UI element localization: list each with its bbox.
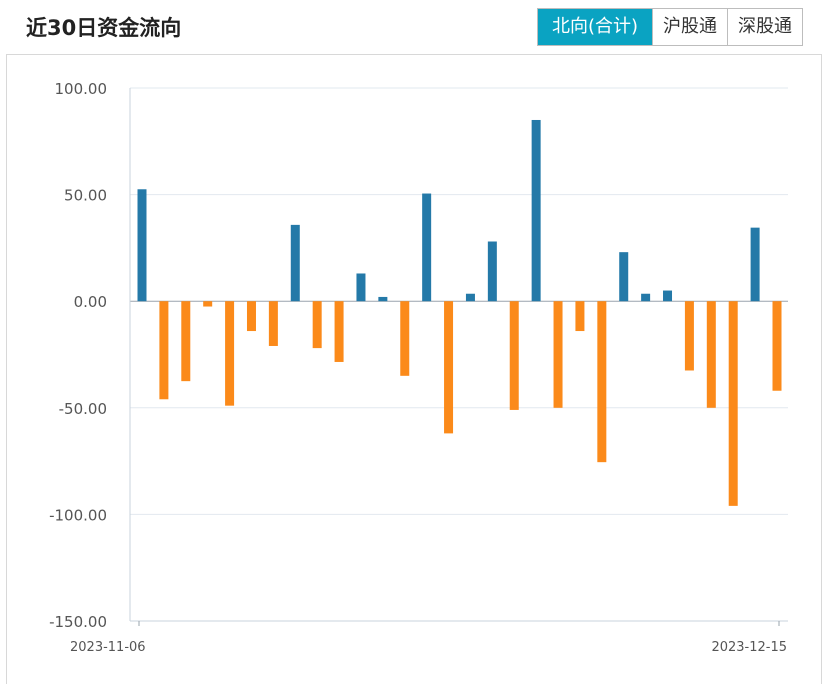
flow-bar[interactable] bbox=[400, 301, 410, 376]
chart-header: 近30日资金流向 北向(合计) 沪股通 深股通 bbox=[0, 0, 831, 54]
flow-bar[interactable] bbox=[225, 301, 235, 406]
y-tick-label: 50.00 bbox=[64, 187, 107, 205]
flow-bar[interactable] bbox=[356, 273, 366, 302]
x-tick-label: 2023-11-06 bbox=[70, 640, 146, 655]
flow-bar[interactable] bbox=[181, 301, 191, 382]
y-tick-label: -50.00 bbox=[59, 400, 107, 418]
flow-bar[interactable] bbox=[137, 189, 147, 302]
flow-bar[interactable] bbox=[750, 227, 760, 302]
flow-bar[interactable] bbox=[159, 301, 169, 400]
flow-bar[interactable] bbox=[509, 301, 519, 410]
flow-bar[interactable] bbox=[684, 301, 694, 371]
flow-bar[interactable] bbox=[444, 301, 454, 434]
y-tick-label: -150.00 bbox=[49, 613, 107, 631]
flow-bar[interactable] bbox=[334, 301, 344, 362]
flow-bar[interactable] bbox=[422, 193, 432, 302]
flow-bar[interactable] bbox=[203, 301, 213, 307]
chart-panel bbox=[6, 54, 822, 684]
flow-bar[interactable] bbox=[531, 119, 541, 302]
flow-bar[interactable] bbox=[706, 301, 716, 408]
y-axis-ticks: 100.00 50.00 0.00 -50.00 -100.00 -150.00 bbox=[49, 80, 107, 631]
flow-bar[interactable] bbox=[465, 293, 475, 302]
tab-group: 北向(合计) 沪股通 深股通 bbox=[536, 8, 803, 46]
x-axis-ticks: 2023-11-06 2023-12-15 bbox=[70, 621, 787, 655]
y-tick-label: 100.00 bbox=[55, 80, 108, 98]
flow-bar[interactable] bbox=[268, 301, 278, 346]
flow-bar[interactable] bbox=[246, 301, 256, 332]
tab-northbound-total[interactable]: 北向(合计) bbox=[537, 9, 652, 45]
tab-shanghai-connect[interactable]: 沪股通 bbox=[652, 9, 727, 45]
tab-shenzhen-connect[interactable]: 深股通 bbox=[727, 9, 802, 45]
flow-bar[interactable] bbox=[378, 296, 388, 302]
flow-bar[interactable] bbox=[597, 301, 607, 463]
y-tick-label: 0.00 bbox=[74, 293, 107, 311]
flow-bar[interactable] bbox=[312, 301, 322, 349]
chart-title: 近30日资金流向 bbox=[26, 16, 182, 40]
bars bbox=[137, 119, 782, 506]
flow-bar[interactable] bbox=[663, 290, 673, 302]
flow-bar[interactable] bbox=[619, 252, 629, 302]
flow-bar[interactable] bbox=[553, 301, 563, 408]
flow-bar[interactable] bbox=[772, 301, 782, 391]
flow-bar[interactable] bbox=[290, 224, 300, 302]
flow-bar[interactable] bbox=[487, 241, 497, 302]
flow-bar[interactable] bbox=[575, 301, 585, 332]
flow-bar[interactable] bbox=[641, 293, 651, 302]
flow-bar[interactable] bbox=[728, 301, 738, 506]
y-tick-label: -100.00 bbox=[49, 506, 107, 524]
x-tick-label: 2023-12-15 bbox=[711, 640, 787, 655]
axes bbox=[129, 88, 788, 622]
